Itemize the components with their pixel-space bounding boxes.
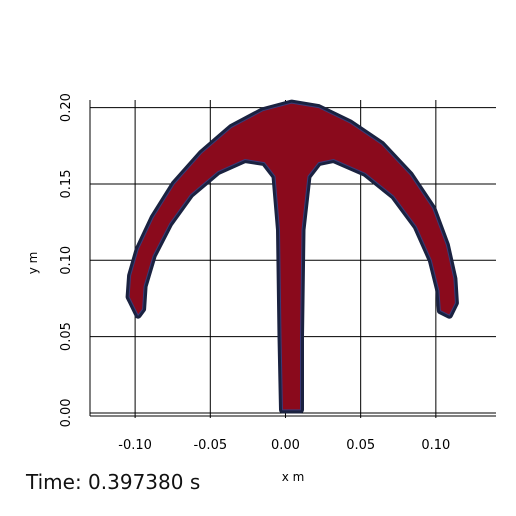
- y-tick-label-0: 0.00: [59, 398, 74, 427]
- contour-shape-fill: [128, 102, 456, 411]
- x-axis-label: x m: [282, 470, 305, 484]
- x-tick-label-1: -0.05: [193, 438, 227, 453]
- x-tick-labels: -0.10 -0.05 0.00 0.05 0.10: [118, 438, 450, 453]
- x-tick-label-4: 0.10: [421, 438, 450, 453]
- time-readout: Time: 0.397380 s: [26, 470, 201, 494]
- y-tick-labels: 0.00 0.05 0.10 0.15 0.20: [59, 93, 74, 427]
- x-tick-label-2: 0.00: [271, 438, 300, 453]
- plot-frame: [89, 100, 496, 417]
- y-tick-label-2: 0.10: [59, 246, 74, 275]
- y-tick-label-3: 0.15: [59, 170, 74, 199]
- y-tick-label-4: 0.20: [59, 93, 74, 122]
- y-tick-label-1: 0.05: [59, 322, 74, 351]
- x-tick-label-0: -0.10: [118, 438, 152, 453]
- x-tick-label-3: 0.05: [346, 438, 375, 453]
- y-axis-label: y m: [26, 252, 40, 275]
